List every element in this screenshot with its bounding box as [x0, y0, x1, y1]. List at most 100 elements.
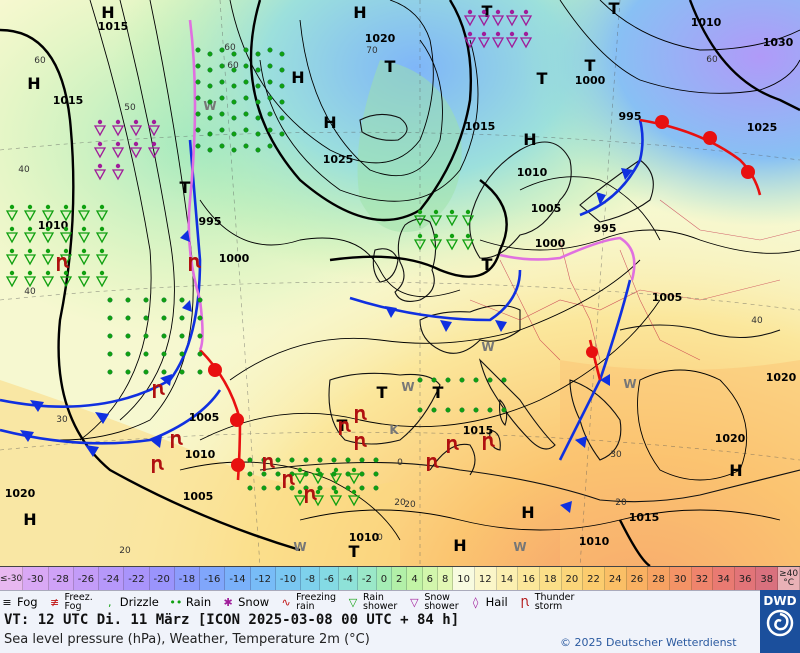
low-label: T [349, 542, 360, 561]
rain-icon [231, 67, 237, 73]
rain-icon [303, 485, 309, 491]
snow-shower-icon-dot [151, 119, 157, 125]
legend-drizzle: , Drizzle [103, 595, 159, 609]
rain-shower-icon: ▽ [348, 595, 358, 609]
rain-icon [207, 115, 213, 121]
snow-shower-icon-dot [115, 163, 121, 169]
freezing-fog-icon: ≢ [49, 595, 60, 609]
rain-icon [345, 485, 351, 491]
rain-icon [501, 407, 507, 413]
thunderstorm-icon: Ꞃ [152, 381, 165, 399]
scale-cell: 26 [626, 567, 649, 591]
rain-icon [267, 143, 273, 149]
thunderstorm-icon: Ꞃ [426, 454, 439, 472]
rain-icon [125, 351, 131, 357]
rain-shower-icon [95, 276, 109, 288]
snow-shower-icon [111, 125, 125, 137]
high-label: H [521, 503, 534, 522]
weather-letter: W [623, 377, 636, 391]
rain-icon [207, 83, 213, 89]
rain-icon [247, 485, 253, 491]
rain-shower-icon [59, 210, 73, 222]
rain-shower-icon-dot [297, 489, 303, 495]
temperature-scale: ≤-30 -30 -28 -26 -24 -22 -20 -18 -16 -14 -12 -10 -8-… [0, 566, 800, 591]
isobar-label: 1010 [517, 166, 548, 179]
thunderstorm-icon: Ꞃ [170, 431, 183, 449]
isobar-label: 1020 [5, 487, 36, 500]
rain-icon [219, 47, 225, 53]
weather-letters: W W W W K W W [203, 99, 636, 554]
thunderstorm-icon: Ꞃ [282, 471, 295, 489]
thunderstorm-icon: Ꞃ [304, 486, 317, 504]
snow-shower-icon [111, 147, 125, 159]
temperature-label: 40 [24, 287, 36, 297]
borders [469, 199, 800, 361]
rain-icon [161, 351, 167, 357]
rain-icon [459, 407, 465, 413]
rain-icon [219, 63, 225, 69]
rain-shower-icon-dot [81, 248, 87, 254]
hail-icon: ◊ [472, 595, 479, 609]
rain-icon [317, 457, 323, 463]
isobar-label: 1005 [189, 411, 220, 424]
rain-icon [267, 127, 273, 133]
rain-icon [431, 377, 437, 383]
rain-icon [161, 369, 167, 375]
isobar-label: 1025 [323, 153, 354, 166]
high-label: H [453, 536, 466, 555]
rain-icon [289, 457, 295, 463]
isobar-label: 1020 [766, 371, 797, 384]
scale-cell: -12 [250, 567, 276, 591]
freezing-rain-icon: ∿ [281, 595, 291, 609]
scale-cell: 8 [437, 567, 454, 591]
thunderstorm-icon: Ꞃ [188, 254, 201, 272]
rain-icon [267, 47, 273, 53]
temperature-label: 30 [56, 415, 68, 425]
scale-cell: -16 [200, 567, 226, 591]
rain-icon [179, 369, 185, 375]
rain-shower-icon [347, 495, 361, 507]
rain-shower-icon-dot [27, 270, 33, 276]
rain-shower-icon [5, 232, 19, 244]
rain-icon [219, 95, 225, 101]
high-label: H [353, 3, 366, 22]
snow-shower-icon [147, 125, 161, 137]
high-label: H [291, 68, 304, 87]
rain-icon [279, 83, 285, 89]
isobar-label: 995 [619, 110, 642, 123]
low-pressure-labels: T T T T T T T T T T T [180, 0, 620, 561]
rain-shower-icon-dot [433, 233, 439, 239]
rain-icon [197, 315, 203, 321]
snow-shower-icon [463, 37, 477, 49]
thunderstorm-icon: Ꞃ [446, 436, 459, 454]
rain-shower-icon [293, 495, 307, 507]
rain-icon [445, 377, 451, 383]
isobar-label: 995 [199, 215, 222, 228]
rain-shower-icon-dot [45, 248, 51, 254]
rain-icon [231, 131, 237, 137]
scale-cell: 32 [691, 567, 714, 591]
temperature-label: 20 [615, 498, 627, 508]
valid-time: VT: 12 UTC Di. 11 März [ICON 2025-03-08 … [4, 612, 460, 628]
rain-shower-icon-dot [63, 204, 69, 210]
rain-shower-icon [77, 254, 91, 266]
snow-shower-icon [93, 147, 107, 159]
rain-shower-icon-dot [333, 467, 339, 473]
rain-shower-icon-dot [417, 209, 423, 215]
snow-shower-icon [111, 169, 125, 181]
rain-icon [197, 333, 203, 339]
temperature-label: 60 [34, 56, 46, 66]
rain-icon [445, 407, 451, 413]
thunderstorm-icon: Ꞃ [151, 456, 164, 474]
isobar-label: 1025 [747, 121, 778, 134]
scale-cell: 12 [474, 567, 497, 591]
rain-icon [197, 297, 203, 303]
rain-icon [417, 407, 423, 413]
low-label: T [337, 416, 348, 435]
snow-shower-icon [491, 15, 505, 27]
snow-shower-icon [519, 15, 533, 27]
rain-shower-icon [95, 254, 109, 266]
thunderstorm-icon: Ꞃ [354, 433, 367, 451]
rain-icon [195, 47, 201, 53]
